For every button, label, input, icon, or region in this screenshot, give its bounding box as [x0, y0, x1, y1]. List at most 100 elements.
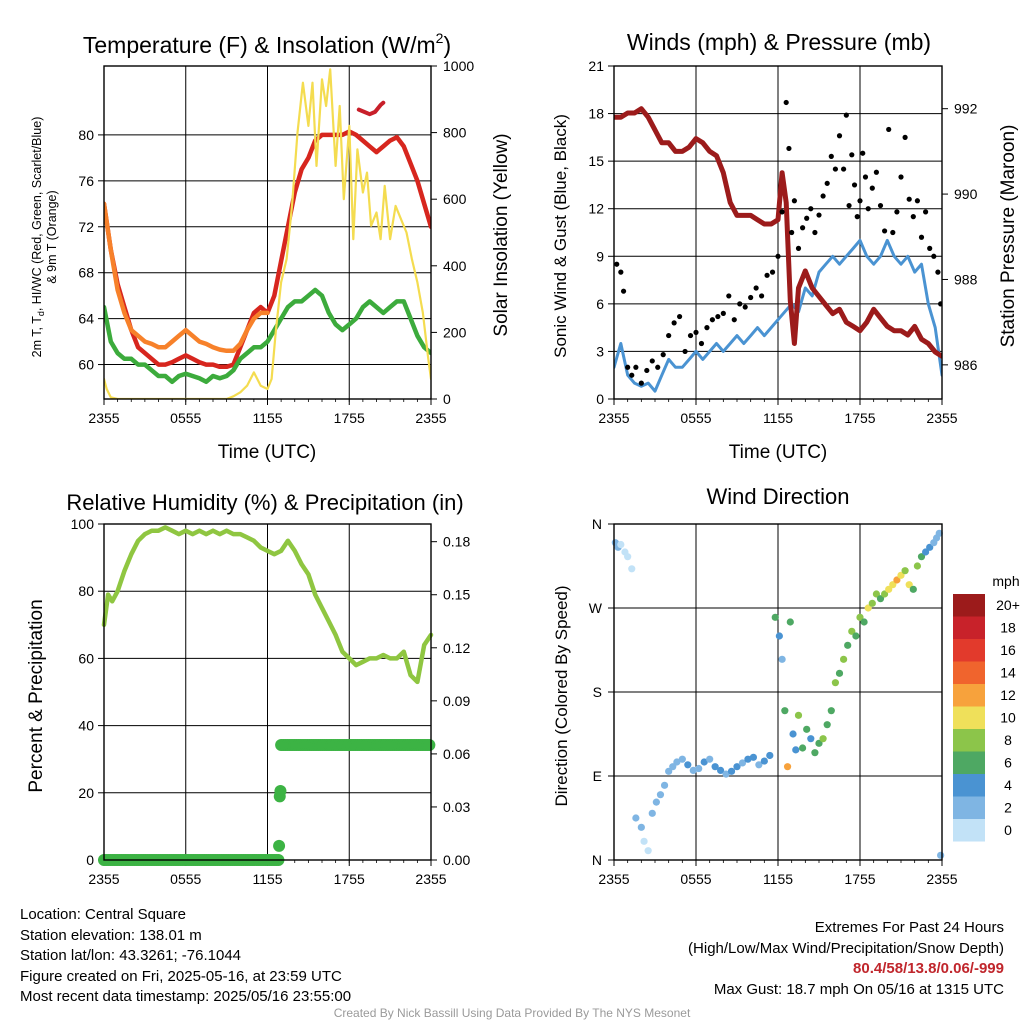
- humidity-x-tick-label: 2355: [88, 871, 119, 887]
- temperature-y2-tick-label: 200: [443, 324, 467, 340]
- gust-point: [620, 288, 627, 294]
- temperature-panel: Temperature (F) & Insolation (W/m2) 2m T…: [30, 30, 512, 463]
- gust-point: [786, 145, 792, 152]
- direction-point: [665, 767, 673, 775]
- gust-point: [779, 209, 785, 215]
- gust-point: [644, 367, 650, 374]
- gust-point: [854, 214, 860, 220]
- direction-point: [852, 632, 860, 640]
- series-dewpoint: [104, 287, 431, 385]
- gust-point: [918, 234, 925, 240]
- direction-point: [881, 590, 889, 598]
- humidity-y-tick-label: 80: [78, 583, 94, 599]
- gust-point: [759, 293, 765, 299]
- gust-point: [618, 269, 624, 275]
- direction-point: [660, 781, 669, 789]
- gust-point: [865, 206, 871, 212]
- legend-swatch: [953, 751, 985, 774]
- gust-point: [860, 150, 866, 156]
- direction-y-tick-label: N: [592, 516, 602, 532]
- legend-swatch: [953, 796, 985, 819]
- gust-point: [737, 301, 743, 307]
- gust-point: [649, 358, 655, 364]
- figure-created: Figure created on Fri, 2025-05-16, at 23…: [20, 967, 342, 985]
- direction-point: [648, 809, 656, 817]
- credit-line: Created By Nick Bassill Using Data Provi…: [333, 1006, 691, 1020]
- direction-point: [897, 571, 905, 579]
- gust-point: [882, 228, 888, 234]
- direction-y-tick-label: S: [593, 684, 602, 700]
- wind-y-tick-label: 12: [588, 201, 604, 217]
- gust-point: [704, 325, 710, 331]
- gust-point: [748, 294, 754, 301]
- temperature-y-tick-label: 68: [78, 265, 94, 281]
- series-heat_index: [356, 100, 386, 117]
- direction-point: [733, 763, 741, 771]
- extremes-title: Extremes For Past 24 Hours: [814, 919, 1004, 936]
- series-pressure: [614, 106, 942, 359]
- gust-point: [851, 182, 858, 188]
- direction-point: [695, 764, 703, 773]
- gust-point: [832, 166, 839, 172]
- gust-point: [843, 112, 849, 118]
- gust-point: [731, 317, 737, 323]
- gust-point: [625, 364, 631, 370]
- legend-swatch: [953, 819, 985, 842]
- direction-point: [722, 770, 730, 778]
- temperature-x-tick-label: 2355: [88, 410, 119, 426]
- direction-point: [789, 730, 797, 738]
- direction-point: [860, 618, 868, 626]
- humidity-series: [98, 525, 436, 866]
- wind-chart: 0 3 6 9 12 15 18 21 986 988 990 992 2355 0555 1155 1755…: [588, 58, 977, 426]
- humidity-y2-tick-label: 0.03: [443, 799, 470, 815]
- humidity-y-tick-label: 40: [78, 718, 94, 734]
- direction-point: [644, 847, 652, 855]
- direction-point: [624, 553, 632, 561]
- direction-plot-frame: [613, 523, 943, 861]
- humidity-y2-tick-label: 0.18: [443, 534, 470, 550]
- gust-point: [660, 352, 666, 358]
- direction-point: [652, 798, 660, 806]
- gust-point: [824, 180, 830, 186]
- gust-point: [898, 174, 904, 180]
- direction-point: [744, 755, 752, 763]
- legend-label: 14: [1000, 665, 1016, 681]
- direction-y-tick-label: W: [589, 600, 603, 616]
- direction-point: [876, 595, 885, 603]
- gust-point: [726, 293, 732, 299]
- legend-swatch: [953, 661, 985, 684]
- wind-y2-tick-label: 990: [954, 186, 978, 202]
- wind-ylabel: Sonic Wind & Gust (Blue, Black): [551, 114, 570, 358]
- direction-point: [935, 529, 943, 537]
- direction-point: [669, 763, 677, 771]
- direction-point: [781, 707, 789, 715]
- direction-point: [766, 751, 774, 760]
- precip-point: [274, 785, 287, 798]
- legend-label: 6: [1004, 755, 1012, 771]
- wind-y-tick-label: 0: [596, 391, 604, 407]
- direction-point: [794, 711, 803, 719]
- direction-x-tick-label: 1755: [844, 871, 875, 887]
- wind-x-tick-label: 1155: [763, 410, 793, 426]
- gust-point: [828, 153, 834, 159]
- gust-point: [800, 225, 806, 231]
- series-solar: [104, 68, 431, 399]
- direction-point: [922, 548, 930, 556]
- direction-point: [885, 585, 893, 593]
- direction-point: [835, 669, 844, 677]
- direction-title: Wind Direction: [706, 484, 849, 509]
- series-wind: [614, 238, 942, 393]
- legend-label: 20+: [996, 597, 1020, 613]
- temperature-series: [104, 68, 431, 399]
- gust-point: [783, 99, 789, 106]
- temperature-y-tick-label: 80: [78, 127, 94, 143]
- direction-point: [799, 744, 807, 752]
- temperature-title: Temperature (F) & Insolation (W/m2): [83, 30, 451, 58]
- legend-swatch: [953, 729, 985, 752]
- direction-point: [684, 761, 692, 769]
- recent-timestamp: Most recent data timestamp: 2025/05/16 2…: [20, 988, 352, 1005]
- wind-y2-tick-label: 992: [954, 101, 978, 117]
- wind-y2-tick-label: 986: [954, 357, 978, 373]
- gust-point: [666, 332, 672, 339]
